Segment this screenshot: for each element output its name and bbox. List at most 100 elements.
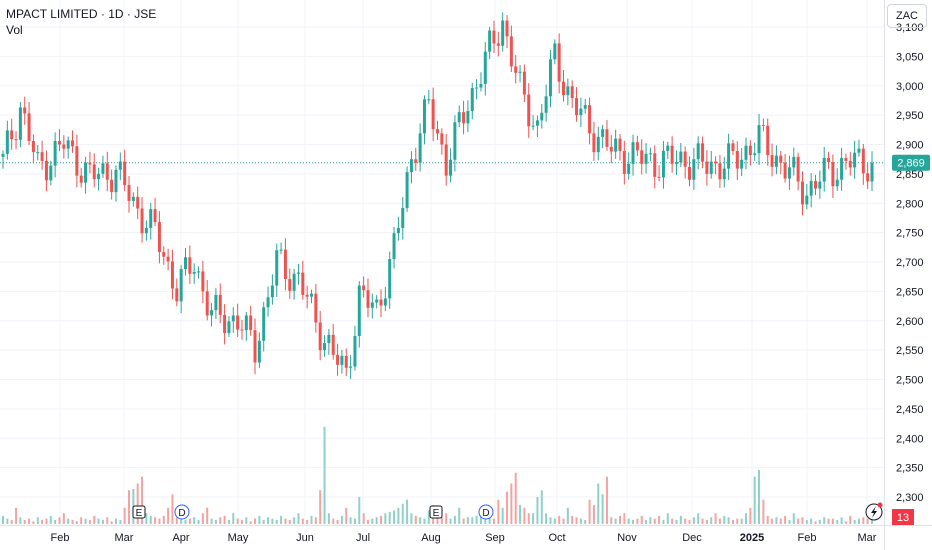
candle-body: [440, 133, 444, 145]
candle-body: [71, 140, 75, 147]
candle-body: [596, 136, 600, 153]
volume-bar: [362, 513, 365, 524]
candle-body: [696, 143, 700, 160]
candle-body: [14, 139, 18, 141]
candle-body: [27, 113, 31, 141]
volume-bar: [314, 517, 317, 524]
volume-bar: [488, 515, 491, 524]
x-tick-label: Mar: [115, 532, 134, 544]
alert-badge[interactable]: 13: [892, 509, 914, 525]
candle-body: [110, 179, 114, 193]
candle-body: [214, 294, 218, 311]
x-tick-label: Feb: [798, 532, 817, 544]
volume-bar: [731, 519, 734, 524]
volume-bar: [866, 518, 869, 524]
dividend-marker[interactable]: [478, 504, 494, 520]
candle-body: [144, 227, 148, 234]
volume-bar: [549, 517, 552, 524]
candle-body: [870, 162, 874, 182]
candle-body: [840, 158, 844, 180]
volume-bar: [188, 518, 191, 524]
candle-body: [349, 366, 353, 368]
volume-bar: [788, 519, 791, 524]
candle-body: [118, 161, 122, 170]
volume-bar: [536, 497, 539, 524]
candle-body: [388, 259, 392, 299]
x-tick-label: Feb: [51, 532, 70, 544]
candle-body: [822, 158, 826, 182]
candle-body: [66, 140, 70, 149]
volume-bar: [267, 517, 270, 524]
volume-bar: [75, 521, 78, 524]
volume-bar: [6, 518, 9, 524]
candle-body: [266, 297, 270, 308]
candle-body: [36, 152, 40, 154]
time-axis[interactable]: Feb Mar Apr May Jun Jul Aug Sep Oct Nov Dec 2025 Feb…: [51, 532, 877, 544]
candle-body: [409, 159, 413, 173]
candle-body: [296, 272, 300, 274]
volume-bar: [223, 515, 226, 524]
volume-bar: [771, 518, 774, 524]
candle-body: [640, 150, 644, 164]
volume-bar: [797, 518, 800, 524]
candle-body: [366, 290, 370, 308]
candle-body: [857, 148, 861, 153]
volume-bar: [193, 517, 196, 524]
volume-bar: [636, 518, 639, 524]
candle-body: [353, 336, 357, 367]
volume-bar: [462, 518, 465, 524]
y-tick-label: 2,650: [896, 286, 924, 298]
candle-body: [318, 322, 322, 351]
candle-body: [449, 159, 453, 176]
volume-bar: [458, 507, 461, 524]
price-axis[interactable]: 2,300 2,350 2,400 2,450 2,500 2,550 2,600 2,650…: [896, 22, 924, 504]
volume-bar: [262, 519, 265, 524]
earnings-marker[interactable]: [132, 505, 146, 519]
volume-bar: [114, 518, 117, 524]
x-tick-label: Mar: [858, 532, 877, 544]
currency-button[interactable]: ZAC: [887, 4, 927, 28]
volume-bar: [649, 517, 652, 524]
candle-body: [422, 99, 426, 134]
flash-icon[interactable]: [865, 502, 883, 521]
candle-body: [305, 294, 309, 297]
candle-body: [814, 180, 818, 189]
volume-bar: [375, 517, 378, 524]
candle-body: [340, 356, 344, 365]
candle-body: [323, 343, 327, 351]
volume-bar: [106, 517, 109, 524]
candle-body: [357, 285, 361, 337]
event-marker-label: E: [433, 508, 440, 519]
candle-body: [136, 196, 140, 209]
candle-body: [527, 94, 531, 127]
candle-body: [279, 249, 283, 251]
candle-body: [175, 288, 179, 302]
volume-bar: [510, 483, 513, 524]
volume-bar: [744, 513, 747, 524]
x-tick-label: Oct: [548, 532, 565, 544]
y-tick-label: 2,350: [896, 463, 924, 475]
candle-body: [257, 340, 261, 363]
volume-bar: [723, 515, 726, 524]
candle-body: [783, 162, 787, 179]
volume-bar: [123, 507, 126, 524]
candle-body: [44, 160, 48, 181]
volume-bar: [366, 519, 369, 524]
candle-body: [505, 20, 509, 37]
earnings-marker[interactable]: [429, 505, 443, 519]
candle-body: [727, 143, 731, 169]
volume-bar: [758, 470, 761, 524]
volume-bar: [736, 518, 739, 524]
y-tick-label: 3,100: [896, 22, 924, 34]
dividend-marker[interactable]: [174, 504, 190, 520]
volume-bar: [697, 513, 700, 524]
candle-body: [123, 161, 127, 186]
candle-body: [557, 43, 561, 82]
volume-bar: [466, 517, 469, 524]
candle-body: [97, 173, 101, 180]
x-tick-label: 2025: [740, 532, 764, 544]
volume-bar: [288, 519, 291, 524]
candle-body: [818, 181, 822, 189]
volume-bar: [136, 483, 139, 524]
